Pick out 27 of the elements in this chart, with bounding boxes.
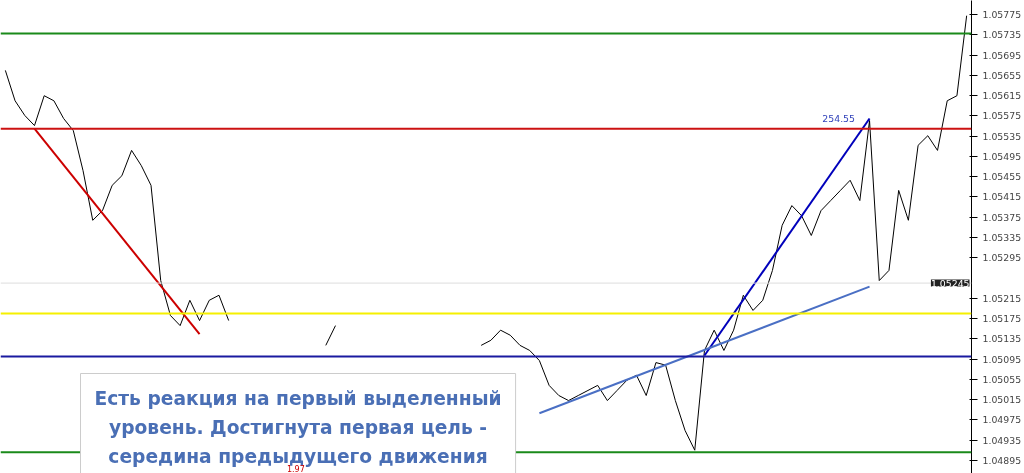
y-tick-label: 1.05735 bbox=[982, 29, 1022, 41]
y-tick-label: 1.05175 bbox=[982, 313, 1022, 325]
ref-line-label: 1.05245 bbox=[930, 277, 970, 289]
y-tick-label: 1.05775 bbox=[982, 9, 1022, 21]
annotation: 1.97 bbox=[286, 465, 305, 473]
y-tick-label: 1.05295 bbox=[982, 252, 1022, 264]
y-tick-label: 1.05095 bbox=[982, 353, 1022, 365]
y-tick-label: 1.05415 bbox=[982, 191, 1022, 203]
y-tick-label: 1.05535 bbox=[982, 130, 1022, 142]
y-tick-label: 1.05495 bbox=[982, 150, 1022, 162]
y-tick-label: 1.05575 bbox=[982, 110, 1022, 122]
y-tick-label: 1.05135 bbox=[982, 333, 1022, 345]
y-tick-label: 1.05335 bbox=[982, 232, 1022, 244]
y-tick-label: 1.05375 bbox=[982, 211, 1022, 223]
y-tick-label: 1.05455 bbox=[982, 171, 1022, 183]
annotation: 254.55 bbox=[822, 113, 856, 124]
y-tick-label: 1.04935 bbox=[982, 434, 1022, 446]
y-tick-label: 1.05615 bbox=[982, 90, 1022, 102]
line-series bbox=[4, 69, 230, 327]
y-tick-label: 1.04975 bbox=[982, 414, 1022, 426]
annotation: Есть реакция на первый выделенный уровень. Достигнута первая цель - середина предыдущего движения bbox=[94, 387, 502, 468]
y-tick-label: 1.04895 bbox=[982, 454, 1022, 466]
y-tick-label: 1.05695 bbox=[982, 49, 1022, 61]
y-tick-label: 1.05215 bbox=[982, 292, 1022, 304]
y-tick-label: 1.05015 bbox=[982, 394, 1022, 406]
y-tick-label: 1.05655 bbox=[982, 69, 1022, 81]
y-tick-label: 1.05055 bbox=[982, 373, 1022, 385]
